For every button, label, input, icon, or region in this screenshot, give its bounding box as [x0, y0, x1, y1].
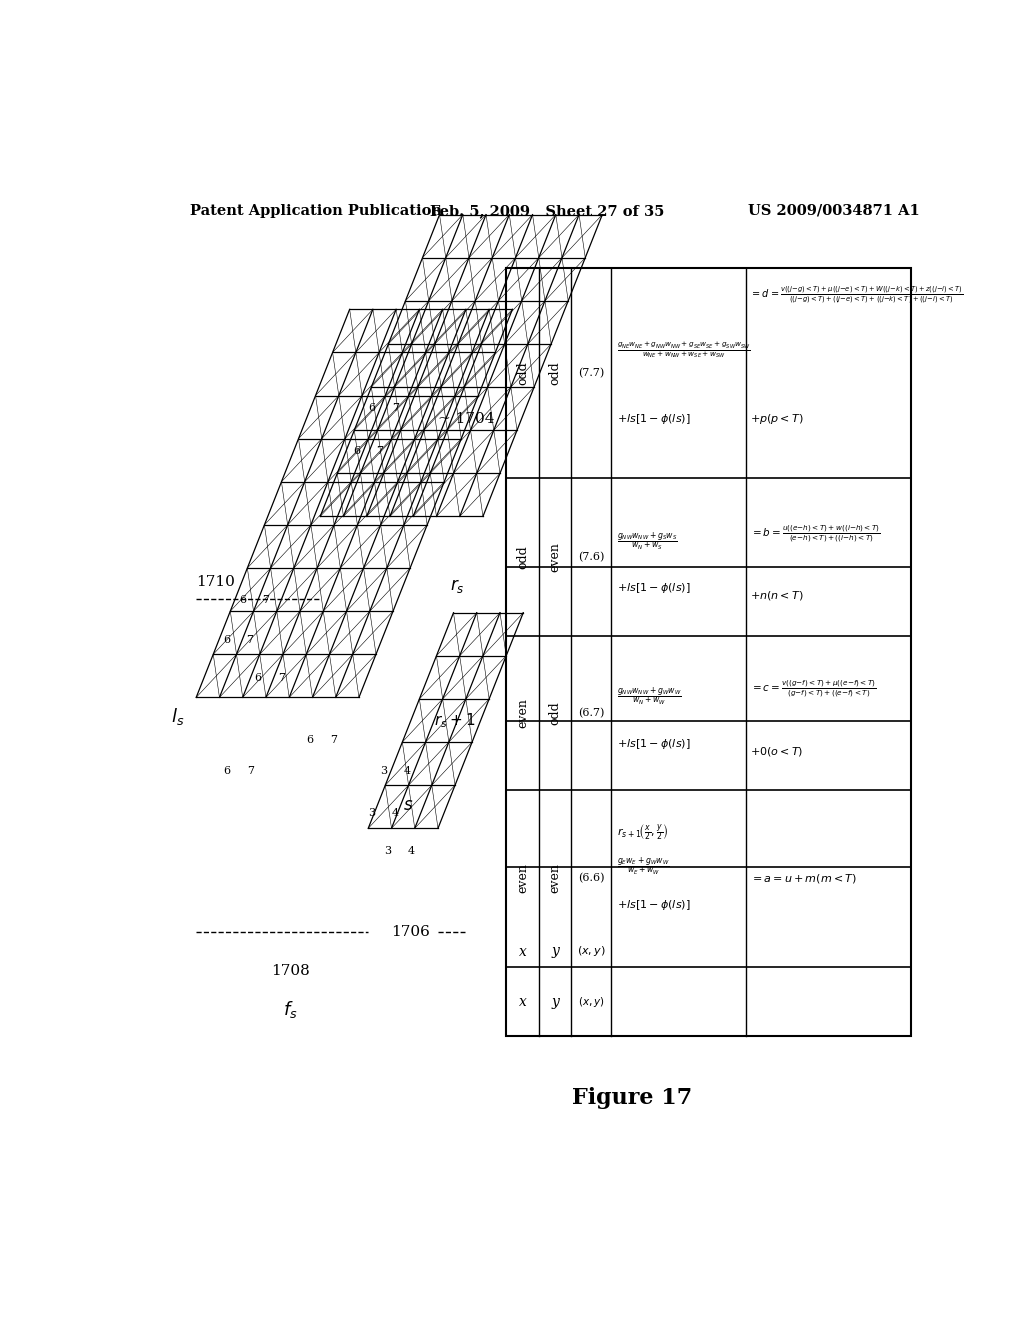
Text: $\frac{g_Ew_E+g_Ww_W}{w_E+w_W}$: $\frac{g_Ew_E+g_Ww_W}{w_E+w_W}$: [617, 855, 670, 878]
Text: 3: 3: [369, 808, 376, 818]
Text: 7: 7: [330, 735, 337, 744]
Text: $f_s$: $f_s$: [283, 999, 298, 1020]
Text: $+ls\left[1-\phi(ls)\right]$: $+ls\left[1-\phi(ls)\right]$: [617, 412, 690, 426]
Text: (7.7): (7.7): [578, 368, 604, 378]
Text: 1708: 1708: [271, 964, 310, 978]
Text: 4: 4: [392, 808, 399, 818]
Text: even: even: [516, 698, 529, 727]
Text: 7: 7: [247, 766, 254, 776]
Text: odd: odd: [549, 701, 561, 725]
Text: 6: 6: [255, 673, 262, 684]
Text: $r_s+1$: $r_s+1$: [434, 711, 475, 730]
Text: 6: 6: [369, 403, 376, 413]
Text: x: x: [518, 945, 526, 958]
Text: 4: 4: [408, 846, 415, 857]
Text: ~ 1704: ~ 1704: [438, 412, 495, 425]
Text: $\frac{g_{NW}w_{NW}+g_Sw_S}{w_N+w_S}$: $\frac{g_{NW}w_{NW}+g_Sw_S}{w_N+w_S}$: [617, 531, 678, 553]
Text: 6: 6: [306, 735, 313, 744]
Text: Feb. 5, 2009   Sheet 27 of 35: Feb. 5, 2009 Sheet 27 of 35: [430, 203, 665, 218]
Text: $=b=\frac{u((e{-}h){<}T)+w((i{-}h){<}T)}{(e{-}h){<}T)+((i{-}h){<}T)}$: $=b=\frac{u((e{-}h){<}T)+w((i{-}h){<}T)}…: [751, 523, 881, 545]
Text: 7: 7: [392, 403, 399, 413]
Text: 6: 6: [353, 446, 360, 455]
Text: Patent Application Publication: Patent Application Publication: [190, 203, 442, 218]
Text: 1706: 1706: [391, 925, 430, 940]
Text: 1710: 1710: [197, 576, 236, 589]
Text: (6.7): (6.7): [578, 708, 604, 718]
Text: (6.6): (6.6): [578, 874, 604, 883]
Text: odd: odd: [549, 360, 561, 384]
Text: 6: 6: [223, 635, 230, 644]
Text: $+ls\left[1-\phi(ls)\right]$: $+ls\left[1-\phi(ls)\right]$: [617, 737, 690, 751]
Text: Figure 17: Figure 17: [571, 1086, 692, 1109]
Text: 3: 3: [384, 846, 391, 857]
Text: $(x,y)$: $(x,y)$: [578, 994, 604, 1008]
Text: 3: 3: [380, 766, 387, 776]
Text: $+0(o<T)$: $+0(o<T)$: [751, 744, 804, 758]
Text: even: even: [549, 543, 561, 572]
Text: $l_s$: $l_s$: [171, 706, 184, 727]
Text: $\frac{g_{NE}w_{NE}+g_{NW}w_{NW}+g_{SE}w_{SE}+g_{SW}w_{SW}}{w_{NE}+w_{NW}+w_{SE}: $\frac{g_{NE}w_{NE}+g_{NW}w_{NW}+g_{SE}w…: [617, 339, 751, 359]
Text: 6: 6: [240, 594, 246, 605]
Text: 7: 7: [246, 635, 253, 644]
Text: $=a=u+m(m<T)$: $=a=u+m(m<T)$: [751, 871, 857, 884]
Text: $r_s$: $r_s$: [450, 577, 464, 595]
Text: $=c=\frac{v((g{-}f){<}T)+\mu((e{-}f){<}T)}{(g{-}f){<}T)+((e{-}f){<}T)}$: $=c=\frac{v((g{-}f){<}T)+\mu((e{-}f){<}T…: [751, 678, 878, 701]
Text: y: y: [551, 945, 559, 958]
Text: 7: 7: [278, 673, 285, 684]
Text: $+p(p<T)$: $+p(p<T)$: [751, 412, 804, 426]
Text: $=d=\frac{v((j{-}g){<}T)+\mu((j{-}e){<}T)+W((j{-}k){<}T)+z((j{-}i){<}T)}{((j{-}g: $=d=\frac{v((j{-}g){<}T)+\mu((j{-}e){<}T…: [751, 285, 964, 306]
Text: $s$: $s$: [403, 797, 414, 813]
Text: 7: 7: [262, 594, 269, 605]
Text: (7.6): (7.6): [578, 552, 604, 562]
Text: 4: 4: [403, 766, 411, 776]
Text: y: y: [551, 994, 559, 1008]
Text: odd: odd: [516, 360, 529, 384]
Text: $(x,y)$: $(x,y)$: [577, 945, 605, 958]
Text: x: x: [518, 994, 526, 1008]
Text: $r_{s+1}\!\left(\frac{x}{2},\frac{y}{2}\right)$: $r_{s+1}\!\left(\frac{x}{2},\frac{y}{2}\…: [617, 822, 669, 842]
Text: even: even: [549, 863, 561, 894]
Text: 7: 7: [377, 446, 383, 455]
Text: 6: 6: [223, 766, 230, 776]
Text: $+ls\left[1-\phi(ls)\right]$: $+ls\left[1-\phi(ls)\right]$: [617, 581, 690, 595]
Text: even: even: [516, 863, 529, 894]
Text: $+n(n<T)$: $+n(n<T)$: [751, 589, 804, 602]
Text: $+ls\left[1-\phi(ls)\right]$: $+ls\left[1-\phi(ls)\right]$: [617, 899, 690, 912]
Text: US 2009/0034871 A1: US 2009/0034871 A1: [748, 203, 920, 218]
Text: $\frac{g_{NW}w_{NW}+g_Ww_W}{w_N+w_W}$: $\frac{g_{NW}w_{NW}+g_Ww_W}{w_N+w_W}$: [617, 686, 682, 709]
Bar: [506, 268, 910, 1036]
Text: odd: odd: [516, 545, 529, 569]
